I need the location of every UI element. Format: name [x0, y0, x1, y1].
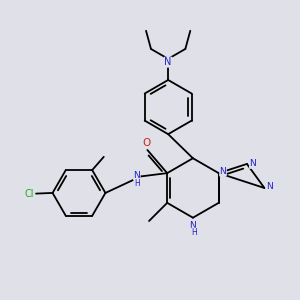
Text: N: N: [266, 182, 273, 191]
Text: N: N: [134, 171, 140, 180]
Text: O: O: [142, 138, 151, 148]
Text: H: H: [192, 228, 197, 237]
Text: N: N: [164, 57, 172, 67]
Text: Cl: Cl: [24, 189, 34, 199]
Text: N: N: [220, 167, 226, 176]
Text: N: N: [250, 159, 256, 168]
Text: H: H: [134, 178, 140, 188]
Text: N: N: [190, 221, 196, 230]
